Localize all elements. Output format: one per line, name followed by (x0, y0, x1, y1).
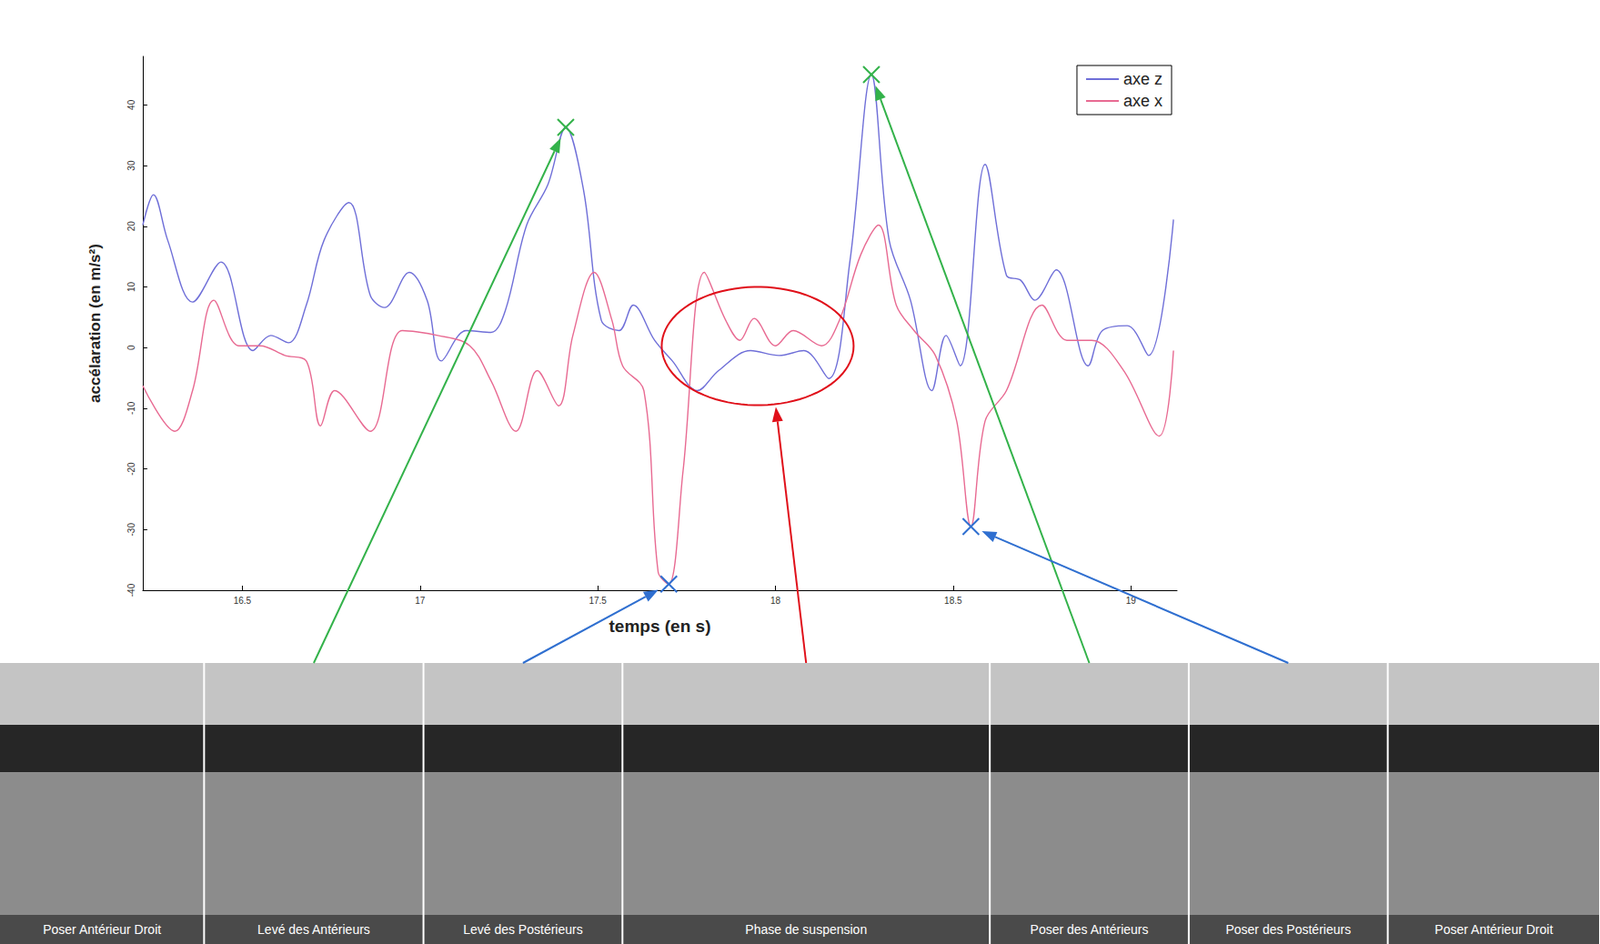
svg-text:-20: -20 (126, 462, 137, 476)
svg-text:0: 0 (126, 344, 137, 351)
svg-text:Poser des Antérieurs: Poser des Antérieurs (1030, 922, 1149, 937)
svg-text:temps (en s): temps (en s) (609, 616, 712, 636)
svg-text:Poser Antérieur Droit: Poser Antérieur Droit (1434, 922, 1553, 937)
svg-text:18: 18 (770, 595, 782, 606)
svg-text:Levé des Antérieurs: Levé des Antérieurs (257, 922, 371, 937)
svg-text:-10: -10 (126, 401, 137, 415)
svg-text:Poser des Postérieurs: Poser des Postérieurs (1225, 922, 1351, 937)
svg-text:30: 30 (126, 160, 137, 172)
svg-text:17.5: 17.5 (588, 595, 607, 606)
svg-text:Poser Antérieur Droit: Poser Antérieur Droit (42, 922, 162, 937)
svg-text:40: 40 (126, 99, 137, 111)
svg-text:19: 19 (1125, 595, 1136, 606)
svg-text:axe z: axe z (1123, 70, 1163, 89)
svg-text:Levé des Postérieurs: Levé des Postérieurs (462, 922, 584, 937)
svg-text:accélaration (en m/s²): accélaration (en m/s²) (86, 243, 104, 403)
svg-text:-40: -40 (126, 583, 137, 597)
svg-text:20: 20 (126, 221, 137, 232)
svg-text:16.5: 16.5 (233, 595, 252, 606)
svg-text:-30: -30 (126, 523, 137, 537)
svg-text:axe x: axe x (1123, 91, 1163, 111)
svg-text:18.5: 18.5 (944, 595, 963, 606)
svg-text:10: 10 (126, 281, 137, 292)
svg-text:Phase de suspension: Phase de suspension (744, 922, 867, 937)
svg-text:17: 17 (414, 595, 426, 606)
